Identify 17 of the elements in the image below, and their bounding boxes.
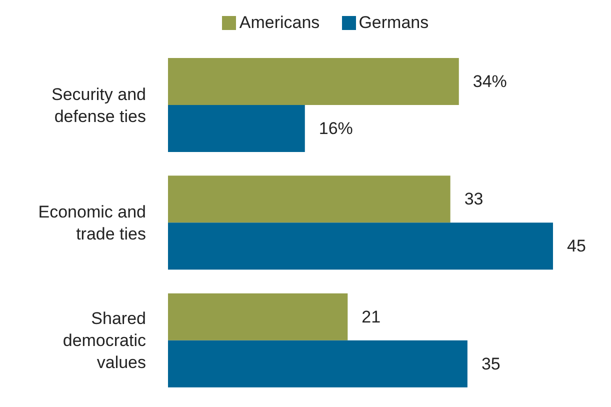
legend-label: Germans	[358, 13, 429, 33]
data-label: 35	[481, 354, 500, 374]
data-label: 34%	[472, 72, 507, 91]
data-label: 45	[567, 236, 586, 256]
data-label: 33	[464, 190, 484, 209]
bar	[168, 293, 348, 340]
y-tick-label: Security and defense ties	[52, 84, 146, 126]
bar	[168, 105, 305, 152]
data-label: 21	[362, 307, 381, 326]
y-tick-label: Shared democratic values	[62, 308, 146, 372]
bar	[168, 176, 450, 223]
bar	[168, 222, 553, 270]
bar	[168, 340, 468, 388]
y-tick-label: Economic and trade ties	[38, 202, 146, 243]
bar	[168, 58, 459, 105]
data-label: 16%	[318, 119, 353, 138]
legend-label: Americans	[239, 13, 320, 33]
